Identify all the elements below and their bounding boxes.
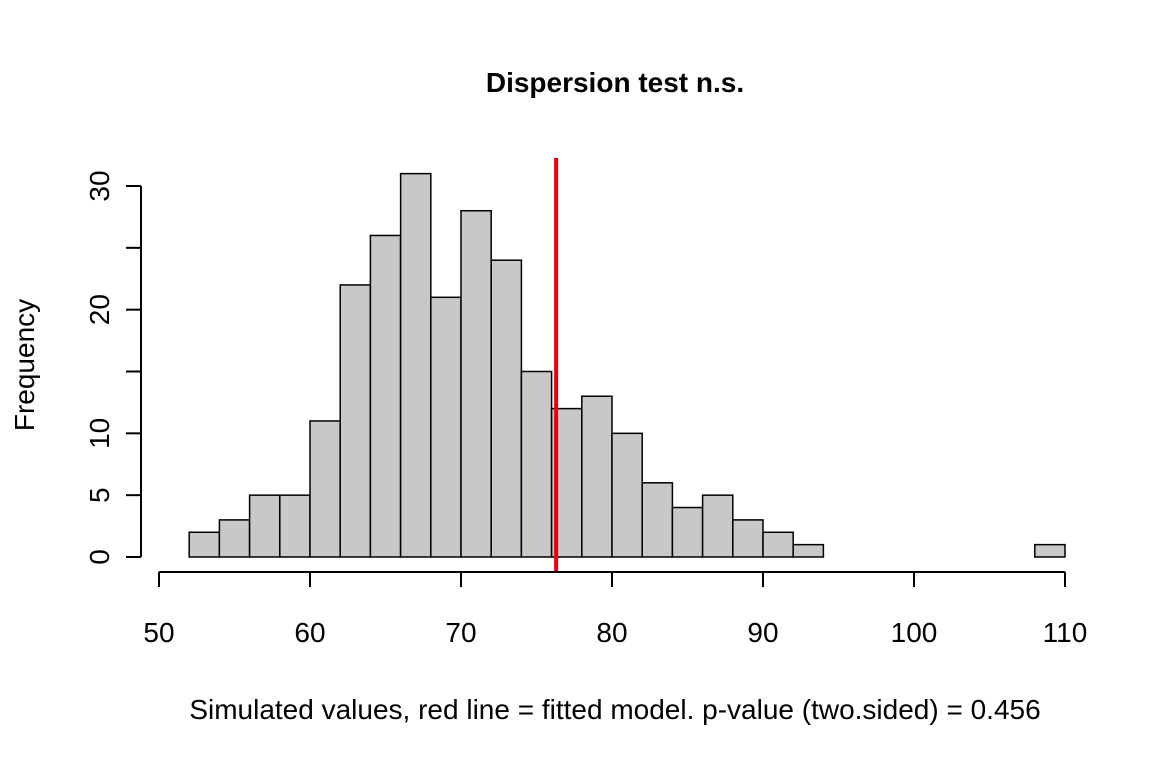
histogram-bar-60-62 [309,420,341,558]
histogram-bar-92-94 [792,543,825,558]
histogram-bar-72-74 [490,259,523,558]
y-tick-label-20: 20 [84,294,115,325]
histogram-bar-62-64 [339,284,372,558]
y-tick-label-5: 5 [84,487,115,503]
x-tick-label-100: 100 [891,617,938,648]
histogram-bar-82-84 [641,482,674,558]
histogram-bar-56-58 [248,494,281,558]
x-tick-label-110: 110 [1043,617,1088,648]
x-tick-label-80: 80 [596,617,627,648]
histogram-bar-80-82 [611,432,643,558]
y-tick-label-30: 30 [84,170,115,201]
y-tick-label-10: 10 [84,418,115,449]
histogram-bar-58-60 [279,494,311,558]
y-tick-label-0: 0 [84,549,115,565]
histogram-bar-54-56 [218,519,251,558]
x-axis-label: Simulated values, red line = fitted mode… [189,694,1040,725]
histogram-bar-78-80 [581,395,613,558]
histogram-bar-68-70 [430,296,462,558]
histogram-bar-74-76 [520,370,553,558]
x-tick-label-90: 90 [747,617,778,648]
histogram-bar-64-66 [369,234,402,558]
histogram-bar-70-72 [460,209,492,558]
y-axis-label: Frequency [9,299,40,431]
x-axis: 50 60 70 80 90 100 110 [143,571,1088,648]
x-tick-label-70: 70 [445,617,476,648]
histogram-bar-108-110 [1034,543,1066,558]
chart-title: Dispersion test n.s. [486,67,744,98]
x-tick-label-60: 60 [294,617,325,648]
histogram-bar-52-54 [188,531,221,558]
histogram-bar-88-90 [732,519,764,558]
histogram-bar-84-86 [671,506,704,558]
bars-group [188,172,1066,558]
histogram-bar-90-92 [762,531,794,558]
x-tick-label-50: 50 [143,617,174,648]
histogram-bar-86-88 [701,494,734,558]
histogram-bar-66-68 [399,172,432,558]
y-axis: 0 5 10 20 30 [84,170,142,565]
